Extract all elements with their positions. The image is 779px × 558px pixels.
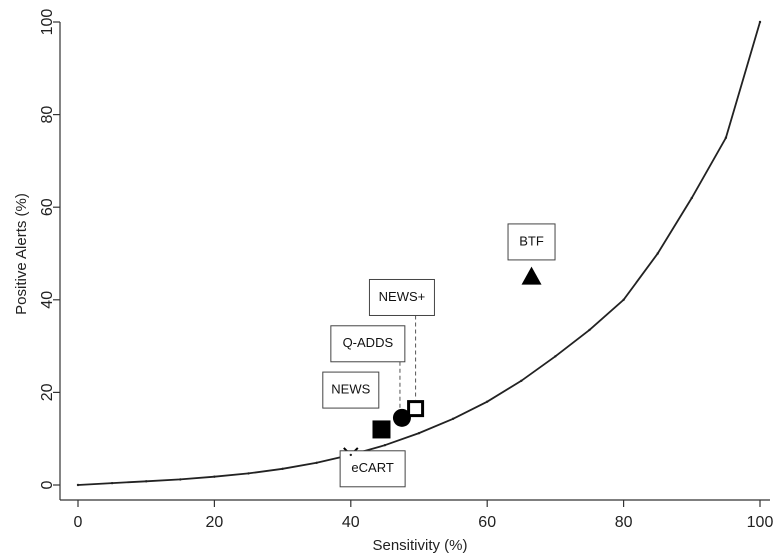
curve-vertex	[281, 467, 284, 470]
q-adds-label-text: Q-ADDS	[343, 335, 394, 350]
news-label-box	[368, 278, 435, 316]
curve-vertex	[349, 453, 352, 457]
curve-vertex	[758, 20, 762, 24]
curve-vertex	[656, 252, 659, 255]
y-tick-label: 60	[39, 198, 56, 216]
q-adds-marker	[392, 408, 411, 427]
leader-lines	[399, 315, 417, 409]
curve-vertex	[315, 461, 318, 464]
ecart-label: eCART	[339, 450, 406, 488]
x-tick-label: 20	[206, 514, 224, 531]
curve-vertex	[145, 480, 148, 483]
y-tick-label: 40	[39, 291, 56, 309]
x-tick-label: 40	[342, 514, 360, 531]
curve-vertex	[179, 478, 182, 481]
curve-vertex	[554, 355, 557, 358]
ecart-label-box	[339, 450, 406, 488]
curve-vertex	[383, 443, 387, 447]
x-tick-label: 80	[615, 514, 633, 531]
curve-vertex	[690, 196, 693, 200]
btf-label-text: BTF	[519, 233, 544, 248]
news-label-text: NEWS	[331, 382, 370, 397]
axes	[59, 22, 770, 501]
x-tick-label: 100	[747, 514, 774, 531]
curve-vertex	[247, 472, 250, 475]
y-tick-label: 0	[39, 480, 56, 489]
curve-vertex	[76, 483, 80, 487]
curve-vertex	[588, 328, 591, 332]
news-label: NEWS	[322, 371, 380, 409]
curve-vertex	[486, 400, 489, 403]
curve-vertex	[213, 475, 216, 478]
news-marker	[407, 400, 425, 418]
y-tick-label: 80	[39, 106, 56, 124]
curve-vertex	[724, 136, 728, 139]
curve-vertices	[76, 20, 762, 487]
news-label-box	[322, 371, 380, 409]
x-tick-label: 0	[74, 514, 83, 531]
y-tick-label: 100	[39, 9, 56, 36]
q-adds-label: Q-ADDS	[330, 325, 406, 363]
y-axis-title: Positive Alerts (%)	[13, 193, 30, 315]
btf-label-box	[507, 223, 556, 261]
news-label-text: NEWS+	[379, 289, 426, 304]
curve-vertex	[417, 431, 421, 435]
curve-vertex	[110, 481, 114, 485]
x-axis-title: Sensitivity (%)	[372, 537, 467, 554]
x-tick-label: 60	[478, 514, 496, 531]
point-labels: eCART NEWS Q-ADDS NEWS+ BTF	[322, 223, 556, 488]
btf-marker	[521, 266, 542, 285]
news-marker	[372, 420, 391, 439]
btf-label: BTF	[507, 223, 556, 261]
news-label: NEWS+	[368, 278, 435, 316]
ecart-label-text: eCART	[351, 460, 393, 475]
ticks: 0 20 40 60 80 100 0 20 40 60 80 100	[39, 9, 773, 531]
curve-vertex	[451, 417, 455, 420]
curve-vertex	[622, 298, 625, 301]
y-tick-label: 20	[39, 383, 56, 401]
curve-vertex	[520, 379, 523, 383]
q-adds-label-box	[330, 325, 406, 363]
